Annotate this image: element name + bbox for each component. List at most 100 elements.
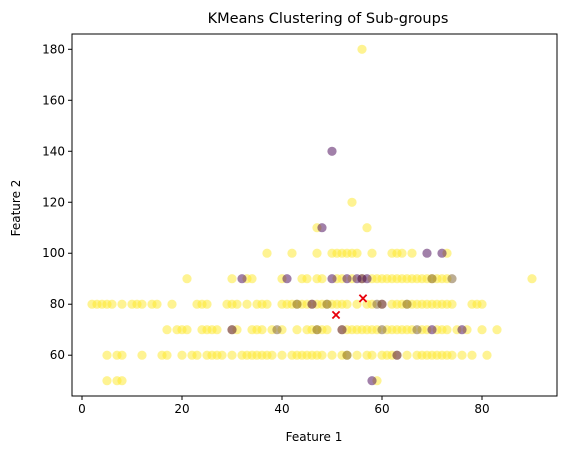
x-tick-label: 40 <box>274 402 289 416</box>
y-tick-label: 160 <box>42 93 65 107</box>
data-point <box>412 325 422 335</box>
data-point <box>317 274 327 284</box>
y-axis-label: Feature 2 <box>9 180 23 237</box>
y-tick-label: 140 <box>42 144 65 158</box>
data-point <box>167 299 177 309</box>
axes-layer: 0 20 40 60 80 60 80 100 120 140 160 180 <box>42 33 558 416</box>
data-point <box>527 274 537 284</box>
y-tick-label: 180 <box>42 42 65 56</box>
data-point <box>182 274 192 284</box>
data-point <box>277 350 287 360</box>
data-point <box>192 350 202 360</box>
data-point <box>287 248 297 258</box>
data-point <box>467 350 477 360</box>
data-point <box>457 350 467 360</box>
data-point <box>162 325 172 335</box>
data-point <box>397 248 407 258</box>
data-point <box>137 350 147 360</box>
data-point <box>227 274 237 284</box>
data-point <box>407 248 417 258</box>
data-point <box>307 299 317 309</box>
data-point <box>402 350 412 360</box>
data-point <box>327 274 337 284</box>
data-point <box>317 223 327 233</box>
data-point <box>237 274 247 284</box>
data-point <box>427 274 437 284</box>
data-point <box>362 223 372 233</box>
data-point <box>117 299 127 309</box>
data-point <box>272 325 282 335</box>
data-point <box>322 325 332 335</box>
data-point <box>137 299 147 309</box>
data-point <box>202 299 212 309</box>
data-point <box>367 248 377 258</box>
data-point <box>447 274 457 284</box>
data-point <box>402 299 412 309</box>
data-point <box>457 325 467 335</box>
data-point <box>352 248 362 258</box>
centroid-marker <box>358 294 368 303</box>
x-tick-label: 0 <box>78 402 86 416</box>
data-point <box>212 325 222 335</box>
data-point <box>482 350 492 360</box>
data-point <box>302 274 312 284</box>
chart-title: KMeans Clustering of Sub-groups <box>208 11 449 27</box>
points-layer <box>87 44 537 386</box>
data-point <box>492 325 502 335</box>
data-point <box>342 299 352 309</box>
data-point <box>337 325 347 335</box>
y-tick-label: 80 <box>50 297 65 311</box>
centroid-stroke <box>358 294 368 303</box>
data-point <box>162 350 172 360</box>
x-tick-label: 80 <box>474 402 489 416</box>
data-point <box>322 299 332 309</box>
centroid-marker <box>331 310 341 320</box>
data-point <box>357 44 367 54</box>
data-point <box>342 350 352 360</box>
data-point <box>362 274 372 284</box>
data-point <box>372 299 382 309</box>
data-point <box>257 325 267 335</box>
data-point <box>262 299 272 309</box>
y-tick-label: 60 <box>50 348 65 362</box>
data-point <box>292 299 302 309</box>
data-point <box>152 299 162 309</box>
centroid-stroke <box>331 310 341 320</box>
data-point <box>102 350 112 360</box>
data-point <box>217 350 227 360</box>
data-point <box>177 350 187 360</box>
y-tick-label: 100 <box>42 246 65 260</box>
data-point <box>107 299 117 309</box>
data-point <box>377 325 387 335</box>
data-point <box>352 350 362 360</box>
data-point <box>437 248 447 258</box>
x-tick-label: 60 <box>374 402 389 416</box>
data-point <box>352 299 362 309</box>
data-point <box>327 146 337 156</box>
data-point <box>102 376 112 386</box>
centroid-layer <box>331 294 368 320</box>
data-point <box>367 376 377 386</box>
data-point <box>442 325 452 335</box>
data-point <box>422 248 432 258</box>
data-point <box>262 248 272 258</box>
data-point <box>242 299 252 309</box>
data-point <box>282 274 292 284</box>
data-point <box>292 325 302 335</box>
data-point <box>392 350 402 360</box>
data-point <box>447 350 457 360</box>
data-point <box>267 350 277 360</box>
data-point <box>447 299 457 309</box>
data-point <box>232 299 242 309</box>
data-point <box>227 325 237 335</box>
data-point <box>312 248 322 258</box>
data-point <box>317 350 327 360</box>
data-point <box>182 325 192 335</box>
data-point <box>247 274 257 284</box>
data-point <box>327 350 337 360</box>
data-point <box>477 299 487 309</box>
data-point <box>367 350 377 360</box>
data-point <box>477 325 487 335</box>
